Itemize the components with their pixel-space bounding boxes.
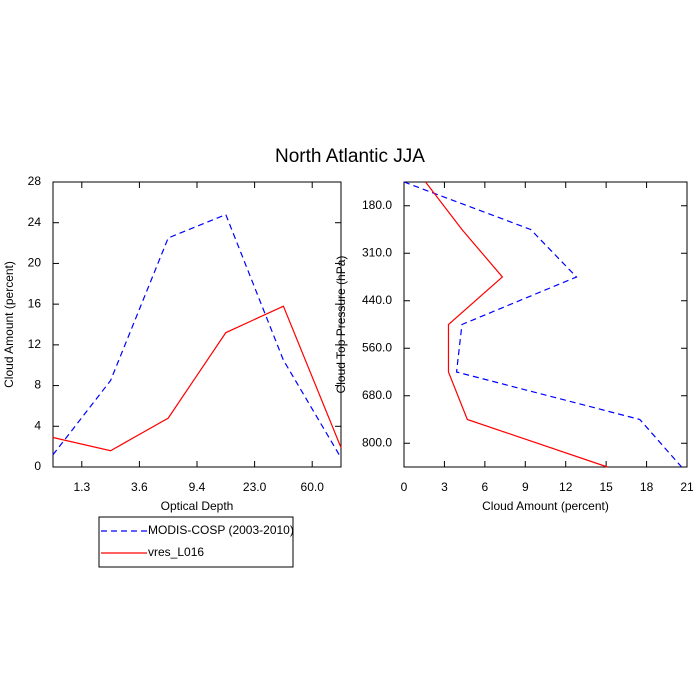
y-tick-label: 8 xyxy=(34,378,41,392)
y-axis-title: Cloud Amount (percent) xyxy=(2,261,16,388)
legend-box xyxy=(98,516,294,568)
x-axis-title: Optical Depth xyxy=(161,499,234,513)
x-tick-label: 60.0 xyxy=(301,480,325,494)
y-tick-label: 28 xyxy=(28,174,42,188)
x-tick-label: 15 xyxy=(599,480,613,494)
x-tick-label: 23.0 xyxy=(243,480,267,494)
figure-title: North Atlantic JJA xyxy=(275,146,425,167)
x-tick-label: 12 xyxy=(559,480,573,494)
y-tick-label: 16 xyxy=(28,296,42,310)
y-axis-title: Cloud Top Pressure (hPa) xyxy=(334,256,348,394)
y-tick-label: 800.0 xyxy=(362,435,392,449)
y-tick-label: 680.0 xyxy=(362,388,392,402)
y-tick-label: 24 xyxy=(28,215,42,229)
y-tick-label: 310.0 xyxy=(362,245,392,259)
legend-label: vres_L016 xyxy=(148,545,204,559)
series-line xyxy=(425,181,608,468)
y-tick-label: 12 xyxy=(28,337,42,351)
x-tick-label: 9 xyxy=(522,480,529,494)
y-tick-label: 0 xyxy=(34,459,41,473)
y-tick-label: 20 xyxy=(28,256,42,270)
x-tick-label: 3.6 xyxy=(131,480,148,494)
x-tick-label: 18 xyxy=(640,480,654,494)
series-line xyxy=(403,181,683,468)
legend-label: MODIS-COSP (2003-2010) xyxy=(148,523,294,537)
y-tick-label: 560.0 xyxy=(362,340,392,354)
x-axis-title: Cloud Amount (percent) xyxy=(482,499,609,513)
x-tick-label: 0 xyxy=(401,480,408,494)
x-tick-label: 21 xyxy=(680,480,694,494)
y-tick-label: 180.0 xyxy=(362,198,392,212)
plot-frame xyxy=(403,181,688,468)
y-tick-label: 440.0 xyxy=(362,293,392,307)
series-line xyxy=(52,305,342,452)
series-line xyxy=(52,213,342,459)
x-tick-label: 1.3 xyxy=(73,480,90,494)
x-tick-label: 9.4 xyxy=(189,480,206,494)
x-tick-label: 6 xyxy=(482,480,489,494)
y-tick-label: 4 xyxy=(34,418,41,432)
x-tick-label: 3 xyxy=(441,480,448,494)
